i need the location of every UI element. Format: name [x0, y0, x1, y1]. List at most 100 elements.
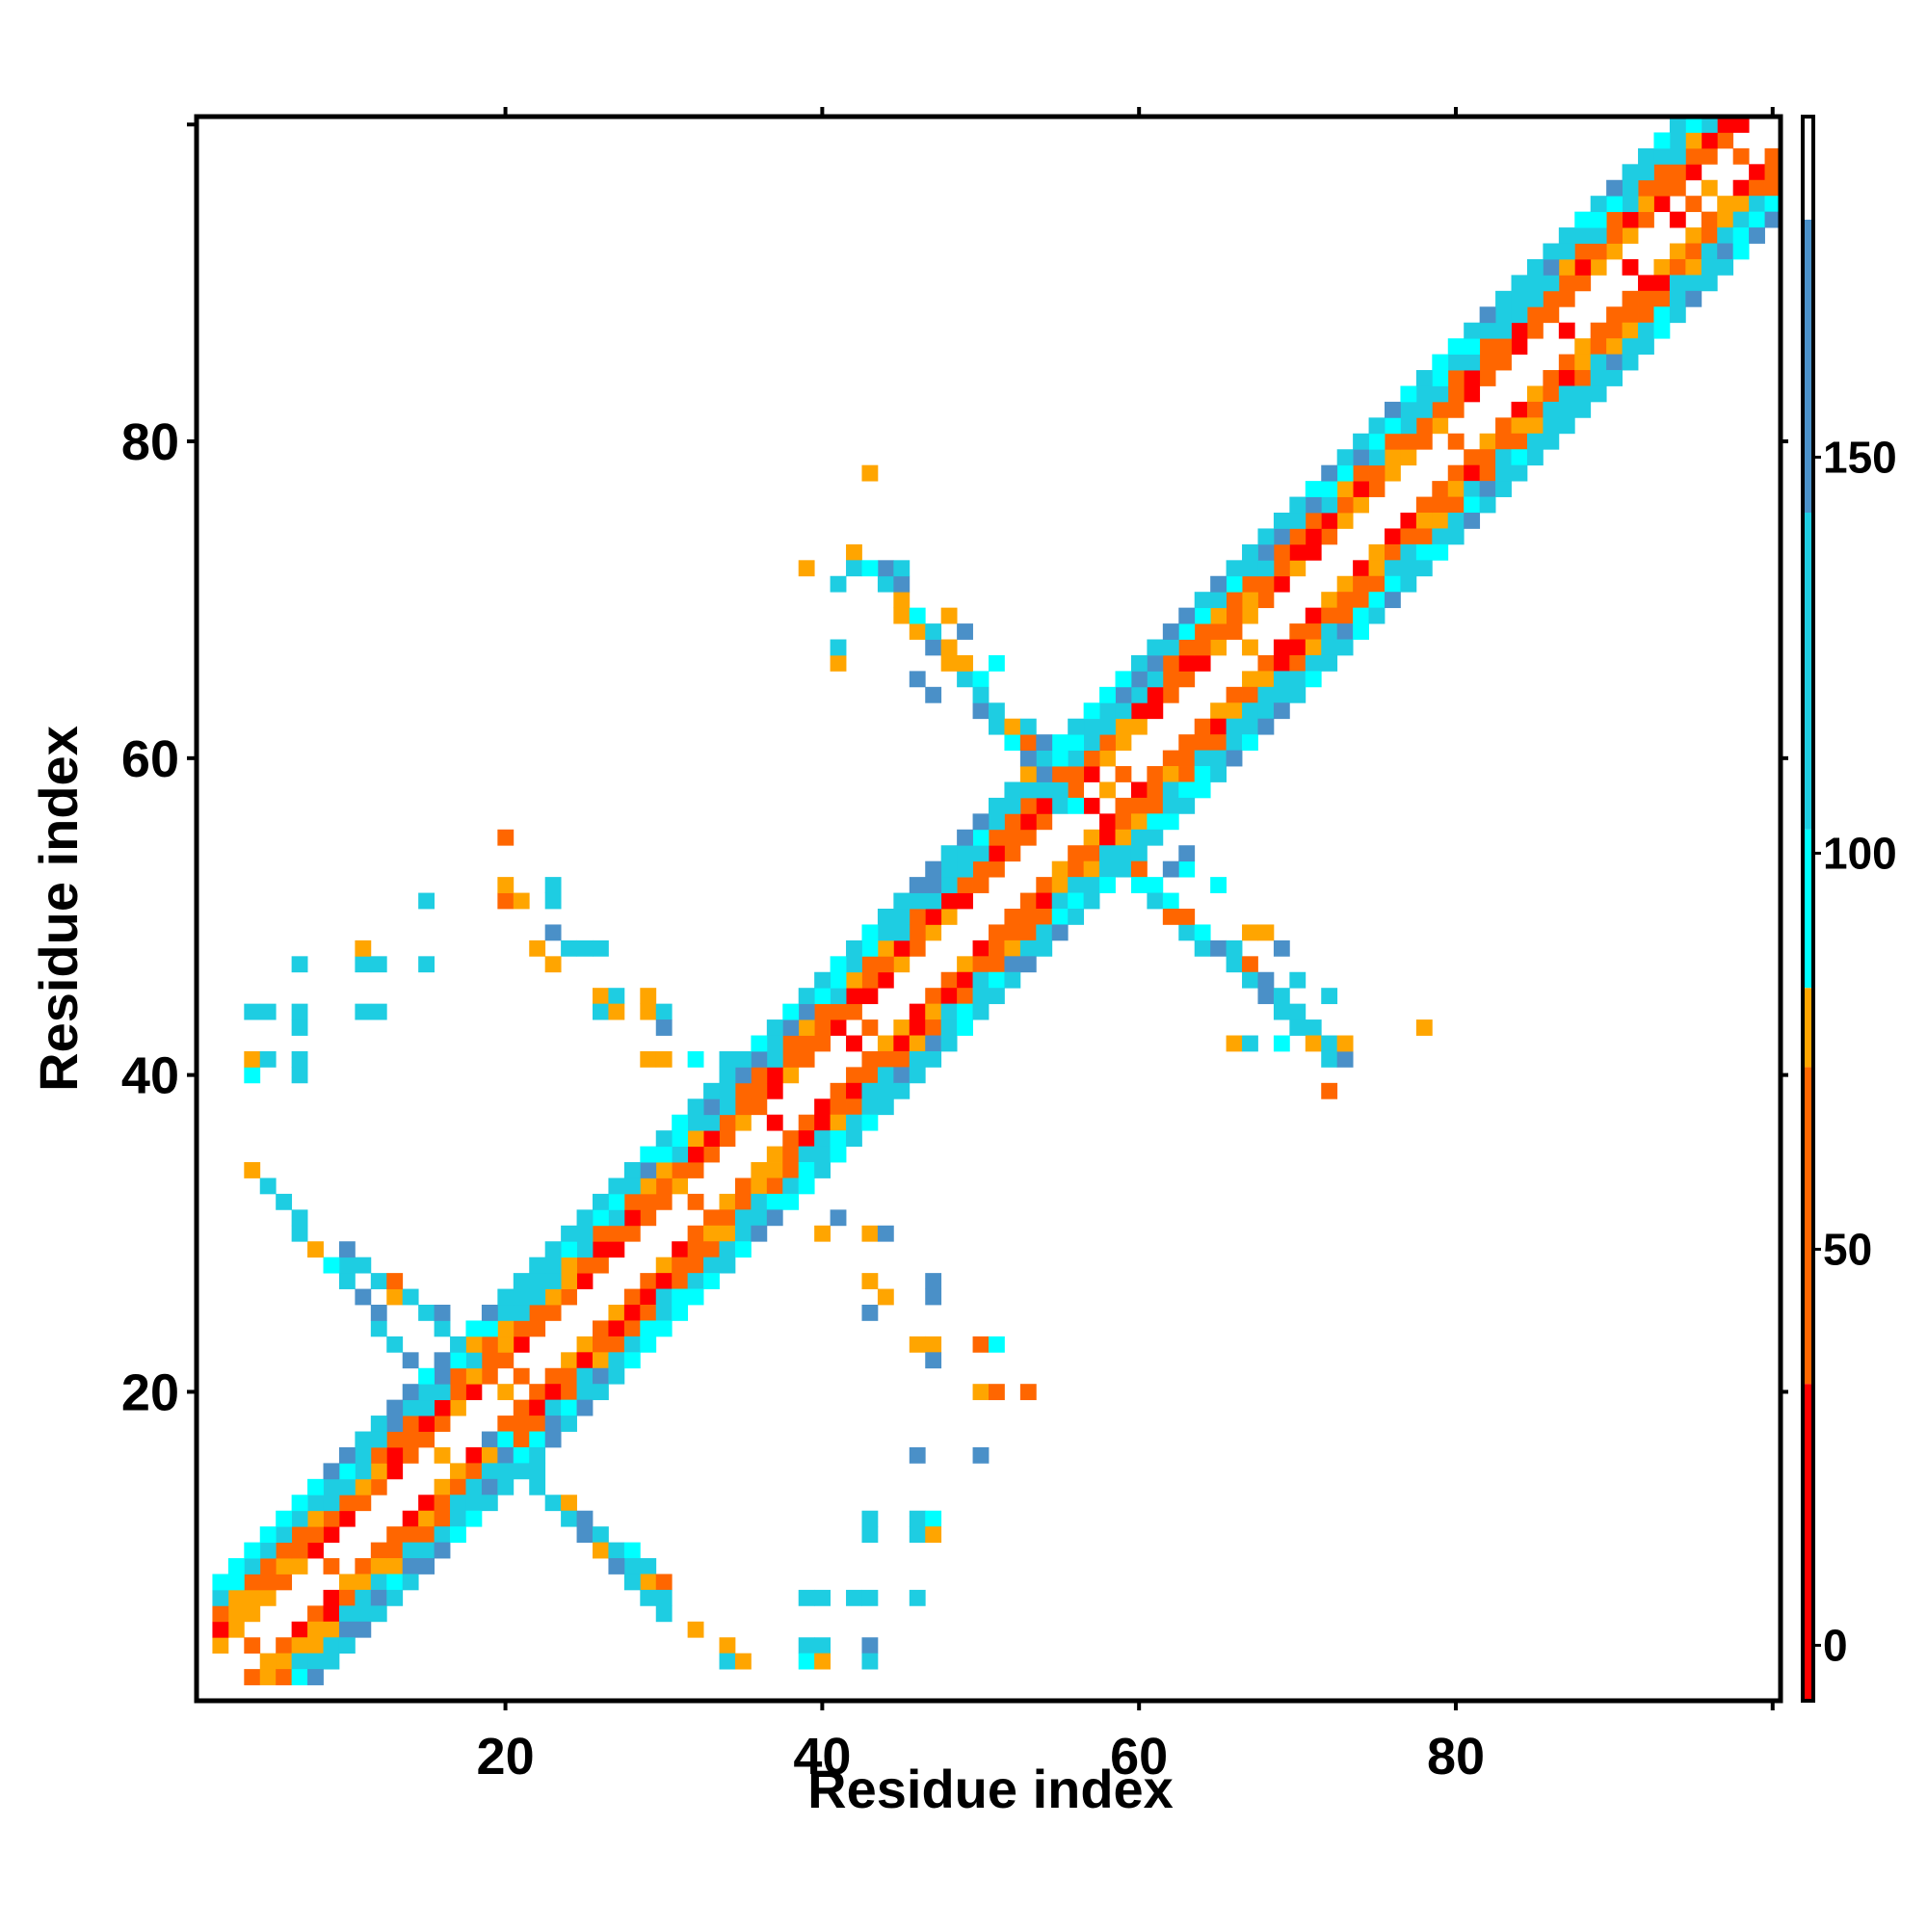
heatmap-cell: [1368, 575, 1386, 593]
heatmap-cell: [1638, 164, 1654, 181]
heatmap-cell: [355, 1621, 372, 1638]
heatmap-cell: [259, 1558, 277, 1575]
heatmap-cell: [370, 1605, 387, 1623]
heatmap-cell: [751, 1225, 768, 1242]
heatmap-cell: [481, 1495, 498, 1512]
heatmap-cell: [370, 1589, 387, 1606]
heatmap-cell: [1242, 607, 1258, 624]
heatmap-cell: [703, 1241, 720, 1258]
heatmap-cell: [1638, 147, 1654, 165]
heatmap-cell: [925, 623, 942, 640]
heatmap-cell: [1083, 702, 1100, 720]
heatmap-cell: [830, 1130, 847, 1147]
heatmap-cell: [1019, 892, 1037, 910]
heatmap-cell: [1606, 322, 1623, 339]
heatmap-cell: [576, 1352, 594, 1369]
heatmap-cell: [989, 971, 1005, 989]
heatmap-cell: [734, 1178, 752, 1195]
heatmap-cell: [1099, 845, 1116, 862]
colorbar-band: [1803, 1067, 1813, 1385]
heatmap-cell: [244, 1574, 261, 1591]
heatmap-cell: [418, 1431, 435, 1448]
heatmap-cell: [798, 1178, 815, 1195]
heatmap-cell: [1147, 829, 1164, 846]
heatmap-cell: [1242, 702, 1258, 720]
heatmap-cell: [1036, 877, 1053, 893]
heatmap-cell: [1385, 401, 1401, 418]
heatmap-cell: [1574, 258, 1592, 276]
heatmap-cell: [782, 1193, 800, 1210]
heatmap-cell: [687, 1621, 704, 1638]
heatmap-cell: [957, 671, 973, 688]
heatmap-cell: [1464, 481, 1481, 497]
heatmap-cell: [307, 1478, 324, 1495]
y-tick-label: 80: [121, 413, 179, 471]
heatmap-cell: [593, 1526, 609, 1543]
heatmap-cell: [1764, 164, 1782, 181]
heatmap-cell: [798, 1653, 815, 1670]
heatmap-cell: [1257, 575, 1275, 593]
heatmap-cell: [1495, 464, 1512, 482]
heatmap-cell: [734, 1653, 752, 1670]
heatmap-cell: [766, 1209, 783, 1227]
heatmap-cell: [751, 1162, 768, 1178]
heatmap-cell: [338, 1273, 356, 1289]
heatmap-cell: [1400, 433, 1417, 450]
heatmap-cell: [1147, 892, 1164, 910]
heatmap-cell: [1130, 813, 1148, 831]
heatmap-cell: [513, 1305, 530, 1321]
heatmap-cell: [1368, 607, 1386, 624]
heatmap-cell: [909, 1003, 926, 1020]
heatmap-cell: [623, 1162, 641, 1178]
heatmap-cell: [877, 924, 894, 941]
heatmap-cell: [1732, 227, 1750, 244]
heatmap-cell: [418, 1305, 435, 1321]
heatmap-cell: [1162, 750, 1179, 767]
heatmap-cell: [1400, 449, 1417, 466]
heatmap-cell: [1622, 258, 1639, 276]
heatmap-cell: [1764, 179, 1782, 197]
heatmap-cell: [655, 1003, 673, 1020]
heatmap-cell: [1194, 734, 1211, 751]
heatmap-cell: [1511, 433, 1528, 450]
heatmap-cell: [355, 956, 372, 973]
heatmap-cell: [1226, 956, 1243, 973]
heatmap-cell: [434, 1399, 451, 1416]
heatmap-cell: [1257, 592, 1275, 609]
heatmap-cell: [1669, 164, 1686, 181]
heatmap-cell: [434, 1384, 451, 1401]
heatmap-cell: [751, 1050, 768, 1068]
heatmap-cell: [593, 1257, 609, 1274]
heatmap-cell: [798, 1637, 815, 1654]
heatmap-cell: [1415, 401, 1433, 418]
heatmap-cell: [861, 988, 879, 1005]
heatmap-cell: [989, 702, 1005, 720]
heatmap-cell: [529, 940, 546, 957]
heatmap-cell: [1685, 275, 1703, 292]
heatmap-cell: [655, 1273, 673, 1289]
heatmap-cell: [1590, 258, 1607, 276]
heatmap-cell: [418, 1558, 435, 1575]
heatmap-cell: [1511, 275, 1528, 292]
heatmap-cell: [1511, 449, 1528, 466]
heatmap-cell: [925, 1019, 942, 1036]
heatmap-cell: [925, 1526, 942, 1543]
heatmap-cell: [1289, 1019, 1307, 1036]
heatmap-cell: [386, 1446, 404, 1464]
heatmap-cell: [1019, 797, 1037, 814]
heatmap-cell: [1400, 417, 1417, 435]
heatmap-cell: [355, 1574, 372, 1591]
heatmap-cell: [1321, 654, 1338, 672]
heatmap-cell: [1606, 211, 1623, 228]
heatmap-cell: [751, 1209, 768, 1227]
heatmap-cell: [861, 1082, 879, 1099]
heatmap-cell: [940, 654, 958, 672]
heatmap-cell: [877, 1050, 894, 1068]
heatmap-cell: [640, 1146, 657, 1163]
heatmap-cell: [925, 1510, 942, 1527]
heatmap-cell: [751, 1082, 768, 1099]
heatmap-cell: [593, 1352, 609, 1369]
heatmap-cell: [846, 560, 862, 577]
heatmap-cell: [1019, 750, 1037, 767]
heatmap-cell: [814, 1114, 831, 1131]
